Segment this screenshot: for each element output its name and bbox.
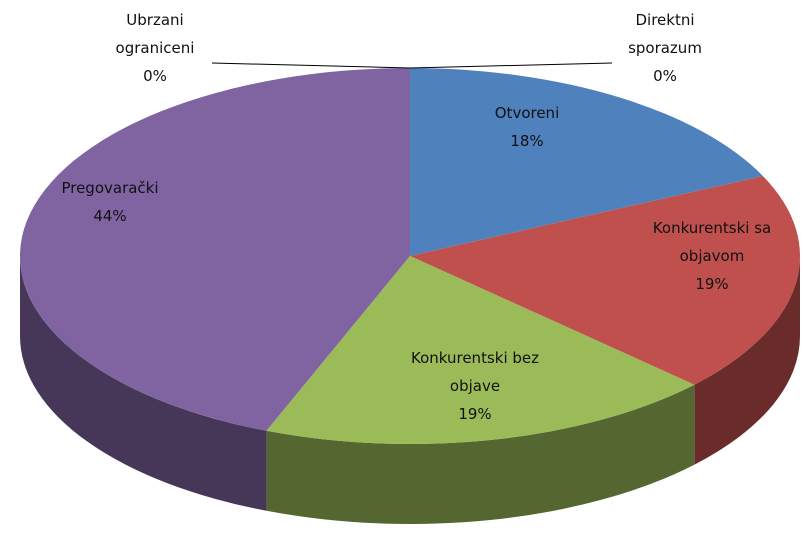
category-label: Otvoreni bbox=[494, 104, 560, 122]
category-label: Konkurentski bez objave bbox=[410, 349, 540, 395]
data-label: Konkurentski bez objave 19% bbox=[390, 344, 560, 428]
slice-side bbox=[20, 256, 267, 511]
value-label: 18% bbox=[510, 132, 544, 150]
data-label: Ubrzani ograniceni 0% bbox=[100, 6, 210, 90]
value-label: 0% bbox=[143, 67, 167, 85]
value-label: 44% bbox=[93, 207, 127, 225]
slice bbox=[266, 256, 695, 444]
value-label: 0% bbox=[653, 67, 677, 85]
leader-line bbox=[211, 62, 411, 69]
data-label: Otvoreni 18% bbox=[467, 99, 587, 155]
value-label: 19% bbox=[695, 275, 729, 293]
slice bbox=[410, 175, 801, 385]
category-label: Konkurentski sa objavom bbox=[652, 219, 772, 265]
category-label: Direktni sporazum bbox=[628, 11, 702, 57]
data-label: Konkurentski sa objavom 19% bbox=[632, 214, 792, 298]
data-label: Direktni sporazum 0% bbox=[610, 6, 720, 90]
category-label: Pregovarački bbox=[61, 179, 159, 197]
category-label: Ubrzani ograniceni bbox=[115, 11, 195, 57]
value-label: 19% bbox=[458, 405, 492, 423]
leader-line bbox=[409, 62, 613, 69]
slice-side bbox=[694, 256, 800, 465]
slice bbox=[410, 68, 763, 256]
data-label: Pregovarački 44% bbox=[40, 174, 180, 230]
slice bbox=[20, 68, 411, 431]
slice-side bbox=[266, 384, 695, 524]
